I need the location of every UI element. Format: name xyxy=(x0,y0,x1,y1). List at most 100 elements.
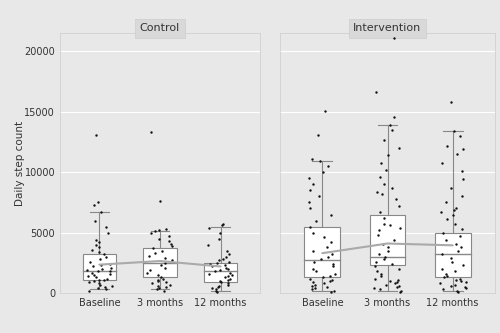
Point xyxy=(328,289,336,294)
Point xyxy=(375,227,383,233)
Point xyxy=(462,279,470,285)
Point xyxy=(370,276,378,281)
Point xyxy=(376,287,384,292)
Point xyxy=(451,221,459,227)
Point xyxy=(314,132,322,138)
Point xyxy=(396,225,404,230)
Point xyxy=(96,263,104,268)
Point xyxy=(306,175,314,181)
Bar xyxy=(434,233,470,277)
Point xyxy=(314,194,322,199)
Point xyxy=(224,266,232,271)
Point xyxy=(395,203,403,209)
Point xyxy=(94,249,102,255)
Point xyxy=(448,259,456,264)
Point xyxy=(154,278,162,284)
Point xyxy=(206,261,214,267)
Title: Control: Control xyxy=(140,23,180,33)
Point xyxy=(306,188,314,193)
Point xyxy=(328,264,336,269)
Point xyxy=(168,241,175,246)
Point xyxy=(90,218,98,223)
Point xyxy=(223,248,231,253)
Point xyxy=(162,265,170,270)
Point xyxy=(217,279,225,285)
Point xyxy=(312,218,320,223)
Point xyxy=(94,285,102,291)
Point xyxy=(106,268,114,273)
Point xyxy=(97,209,105,215)
Point xyxy=(380,256,388,262)
Point xyxy=(100,277,108,282)
Point xyxy=(102,287,110,292)
Y-axis label: Daily step count: Daily step count xyxy=(15,121,25,206)
Point xyxy=(370,264,378,269)
Point xyxy=(308,283,316,288)
Point xyxy=(320,281,328,286)
Point xyxy=(380,215,388,221)
Point xyxy=(224,282,232,287)
Point xyxy=(214,236,222,241)
Point xyxy=(456,233,464,239)
Point xyxy=(88,264,96,269)
Point xyxy=(224,259,232,264)
Point xyxy=(326,273,334,279)
Point xyxy=(452,277,460,282)
Point xyxy=(458,244,466,250)
Point xyxy=(460,147,468,152)
Point xyxy=(220,263,228,268)
Point xyxy=(88,270,96,275)
Point xyxy=(156,198,164,204)
Point xyxy=(446,185,454,190)
Point xyxy=(90,202,98,207)
Point xyxy=(311,282,319,287)
Point xyxy=(370,285,378,291)
Point xyxy=(378,160,386,165)
Point xyxy=(462,285,469,291)
Point xyxy=(156,263,164,268)
Point xyxy=(458,226,466,232)
Point xyxy=(386,223,394,228)
Point xyxy=(106,271,114,276)
Point xyxy=(378,273,386,279)
Point xyxy=(306,224,314,229)
Point xyxy=(306,206,314,211)
Point xyxy=(397,288,405,293)
Point xyxy=(90,278,98,284)
Point xyxy=(226,270,234,275)
Point xyxy=(156,275,164,280)
Point xyxy=(444,143,452,148)
Point xyxy=(442,237,450,242)
Point xyxy=(107,265,115,270)
Point xyxy=(312,269,320,274)
Point xyxy=(382,167,390,172)
Point xyxy=(224,252,232,257)
Point xyxy=(458,168,466,174)
Point xyxy=(454,248,462,253)
Point xyxy=(216,230,224,235)
Point xyxy=(453,288,461,293)
Point xyxy=(395,146,403,151)
Point xyxy=(328,277,336,282)
Point xyxy=(96,282,104,287)
Point xyxy=(372,90,380,95)
Point xyxy=(308,156,316,162)
Bar xyxy=(144,248,176,277)
Point xyxy=(452,241,460,246)
Point xyxy=(373,269,381,274)
Point xyxy=(311,285,319,291)
Point xyxy=(384,153,392,158)
Point xyxy=(326,212,334,217)
Point xyxy=(384,248,392,253)
Point xyxy=(154,283,162,288)
Point xyxy=(330,261,338,267)
Point xyxy=(221,275,229,280)
Point xyxy=(460,263,468,268)
Point xyxy=(449,212,457,217)
Point xyxy=(165,238,173,244)
Point xyxy=(442,200,450,205)
Point xyxy=(436,209,444,215)
Point xyxy=(216,283,224,288)
Point xyxy=(439,287,447,292)
Point xyxy=(309,230,317,235)
